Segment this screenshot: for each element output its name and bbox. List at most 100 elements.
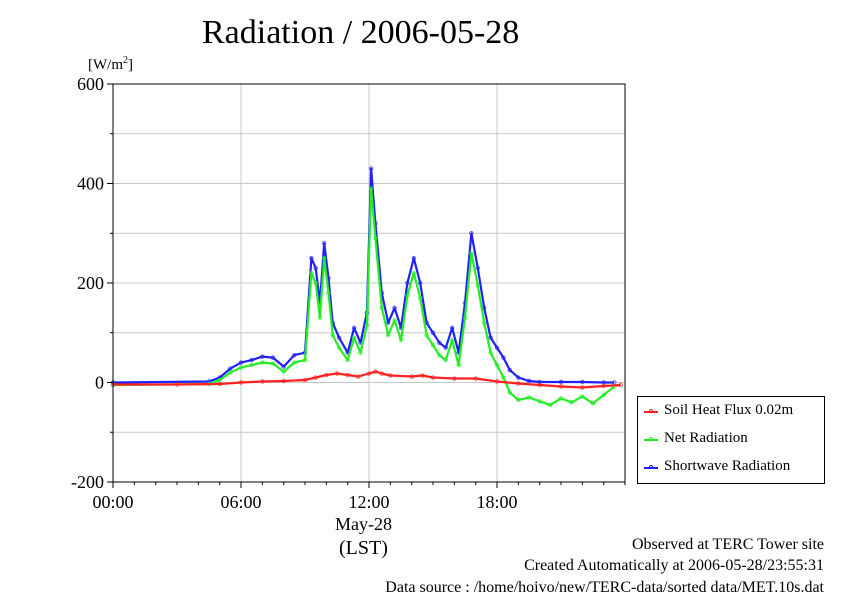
series-point [488, 335, 493, 340]
series-point [507, 367, 512, 373]
series-line [112, 167, 615, 384]
series-point [437, 352, 442, 358]
series-point [373, 369, 378, 374]
series-point [313, 375, 318, 380]
series-point [260, 360, 265, 365]
x-axis-ticks: 00:00 06:00 12:00 18:00 [92, 482, 626, 512]
series-point [580, 379, 585, 385]
legend-label-soil-heat-flux: Soil Heat Flux 0.02m [664, 402, 794, 418]
y-axis-ticks: -200 0 200 400 600 [71, 74, 113, 492]
series-point [526, 378, 532, 384]
series-point [411, 255, 416, 261]
y-tick-label: 200 [77, 273, 104, 293]
y-tick-label: 600 [77, 74, 104, 94]
series-point [424, 333, 429, 338]
series-point [292, 360, 297, 365]
chart-legend: Soil Heat Flux 0.02m Net Radiation Short… [637, 396, 825, 484]
y-unit-superscript: 2 [123, 55, 128, 66]
series-point [469, 231, 474, 236]
series-point [456, 362, 461, 368]
series-point [392, 305, 397, 311]
series-point [388, 373, 393, 378]
series-point [488, 350, 493, 355]
series-point [270, 355, 276, 360]
y-tick-label: 400 [77, 174, 104, 194]
series-point [368, 166, 374, 171]
series-point [249, 357, 254, 363]
series-point [558, 379, 564, 385]
series-point [330, 333, 335, 338]
series-point [430, 330, 436, 335]
series-point [443, 345, 448, 350]
series-point [482, 320, 487, 325]
series-point [270, 361, 276, 366]
series-point [558, 384, 564, 389]
series-point [351, 325, 357, 330]
series-point [386, 333, 391, 338]
footer-data-source: Data source : /home/hoivo/new/TERC-data/… [385, 579, 824, 596]
series-point [373, 236, 378, 241]
series-line [112, 187, 615, 406]
series-point [322, 240, 327, 246]
series-point [379, 305, 384, 311]
series-point [345, 357, 350, 363]
series-point [317, 315, 323, 321]
series-point [430, 375, 436, 380]
legend-swatch-net-radiation [644, 437, 658, 441]
series-point [580, 394, 585, 399]
series-line [113, 370, 621, 389]
legend-swatch-shortwave-radiation [644, 465, 658, 469]
x-axis-date-label: May-28 [335, 514, 392, 534]
series-point [409, 374, 414, 379]
x-tick-label: 00:00 [92, 492, 133, 512]
legend-label-net-radiation: Net Radiation [664, 430, 748, 446]
x-tick-label: 18:00 [476, 492, 517, 512]
series-point [309, 255, 314, 261]
series-point [475, 283, 480, 288]
series-point [174, 382, 180, 387]
series-point [358, 350, 363, 355]
series-point [494, 379, 500, 384]
chart-title: Radiation / 2006-05-28 [202, 14, 520, 51]
series-point [569, 400, 574, 405]
x-tick-label: 06:00 [220, 492, 261, 512]
series-point [326, 290, 331, 296]
chart-series [110, 166, 623, 408]
series-point [537, 382, 542, 388]
series-point [260, 379, 265, 384]
series-point [238, 360, 244, 365]
series-point [475, 265, 480, 271]
series-point [313, 280, 318, 286]
series-point [334, 371, 340, 376]
legend-label-shortwave-radiation: Shortwave Radiation [664, 458, 791, 474]
series-point [580, 385, 585, 390]
series-point [336, 335, 342, 340]
series-point [618, 382, 623, 388]
series-point [469, 250, 474, 256]
series-point [398, 338, 404, 343]
series-point [405, 293, 410, 298]
series-point [260, 354, 265, 359]
series-point [238, 365, 244, 370]
series-point [501, 375, 506, 380]
series-point [473, 376, 478, 381]
series-point [537, 379, 542, 385]
x-axis-timezone-label: (LST) [339, 537, 388, 559]
series-point [411, 270, 416, 276]
series-point [351, 335, 357, 340]
series-point [494, 362, 500, 368]
series-point [537, 399, 542, 404]
series-point [501, 355, 506, 360]
series-point [462, 315, 468, 321]
series-point [368, 186, 374, 191]
series-point [364, 323, 370, 328]
y-unit-suffix: ] [128, 57, 133, 73]
series-point [249, 362, 254, 368]
x-tick-label: 12:00 [348, 492, 389, 512]
series-point [437, 340, 442, 345]
series-point [281, 378, 286, 384]
series-point [516, 381, 521, 386]
series-point [292, 352, 297, 358]
series-point [322, 255, 327, 261]
